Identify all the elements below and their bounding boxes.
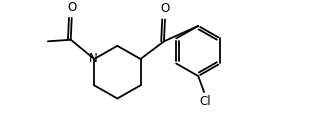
Text: Cl: Cl — [199, 95, 211, 108]
Text: N: N — [89, 52, 98, 65]
Text: O: O — [67, 1, 76, 14]
Text: O: O — [160, 2, 170, 15]
